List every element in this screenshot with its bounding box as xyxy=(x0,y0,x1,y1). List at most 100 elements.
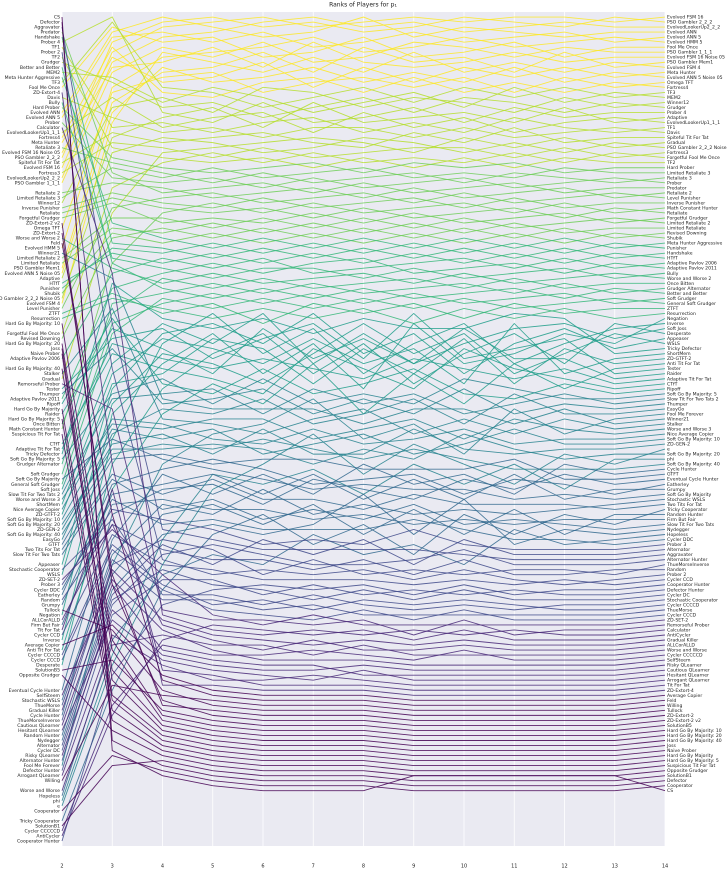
right-player-label: Random Hunter xyxy=(667,512,703,518)
right-player-label: Meta Hunter xyxy=(667,70,696,76)
right-player-label: Random xyxy=(667,567,687,573)
right-player-label: Tester xyxy=(666,366,681,372)
left-player-label: Grudger Alternator xyxy=(17,462,61,468)
left-player-label: Hard Go By Majority: 20 xyxy=(5,341,60,347)
right-player-label: ZD-Extort-2 v2 xyxy=(667,718,701,724)
right-player-label: ZD-GEN-2 xyxy=(667,442,690,448)
left-player-label: Appeaser xyxy=(38,562,60,568)
left-player-label: Calculator xyxy=(37,125,60,131)
left-player-label: Bully xyxy=(49,100,61,106)
left-player-label: SelfSteem xyxy=(37,693,61,699)
player-line xyxy=(61,539,666,746)
player-line xyxy=(61,418,666,510)
left-player-label: Predator xyxy=(40,30,60,36)
player-line xyxy=(61,192,666,309)
player-line xyxy=(61,523,666,651)
right-player-label: PSO Gambler 1_1_1 xyxy=(667,50,712,56)
right-player-label: Feld xyxy=(667,698,676,704)
player-line xyxy=(61,56,666,143)
right-player-label: Tricky Defector xyxy=(666,346,701,352)
x-tick-label: 7 xyxy=(312,864,315,870)
left-player-label: EvolvedLookerUp1_1_1 xyxy=(7,130,60,136)
right-player-label: Cycler CCCCD xyxy=(667,602,700,608)
left-player-label: Random xyxy=(41,597,61,603)
left-player-label: Evolved HMM 5 xyxy=(25,246,60,252)
left-player-label: Soft Go By Majority: 20 xyxy=(7,522,60,528)
left-player-label: General Soft Grudger xyxy=(11,482,60,488)
right-player-label: Cycler CCCD xyxy=(667,612,697,618)
left-player-label: Level Punisher xyxy=(27,306,61,312)
player-line xyxy=(61,107,665,174)
right-player-label: Forgetful Grudger xyxy=(667,215,708,221)
player-line xyxy=(61,31,665,194)
left-player-label: ZD-Extort-4 xyxy=(33,90,60,96)
right-player-label: Raider xyxy=(667,371,682,377)
right-player-label: Willing xyxy=(667,703,682,709)
left-player-label: Prober 3 xyxy=(41,582,60,588)
right-player-label: Prober xyxy=(667,180,682,186)
right-player-label: Hesitant QLearner xyxy=(667,673,709,679)
left-player-label: SolutionB1 xyxy=(35,823,60,829)
left-player-label: Resurrection xyxy=(31,316,60,322)
player-line xyxy=(61,277,665,425)
left-player-label: Revised Downing xyxy=(20,336,60,342)
left-player-label: Fool Me Once xyxy=(29,85,60,91)
left-player-label: Hard Go By Majority: 10 xyxy=(5,321,60,327)
player-line xyxy=(61,388,666,495)
player-line xyxy=(61,458,666,595)
right-player-label: General Soft Grudger xyxy=(667,301,716,307)
right-player-label: ThueMorse xyxy=(666,607,693,613)
player-line xyxy=(61,66,666,274)
left-player-label: Slow Tit For Two Tats 2 xyxy=(8,492,60,498)
right-player-label: Nice Average Copier xyxy=(667,432,714,438)
left-player-label: Cautious QLearner xyxy=(17,723,60,729)
x-tick-label: 5 xyxy=(211,864,214,870)
left-player-label: Joss xyxy=(50,346,61,352)
player-line xyxy=(61,487,666,691)
player-line xyxy=(61,579,666,771)
right-player-label: Desperate xyxy=(667,331,691,337)
player-line xyxy=(61,77,666,249)
left-player-label: Tit For Tat xyxy=(36,627,60,633)
x-tick-label: 14 xyxy=(662,864,668,870)
right-player-label: CS xyxy=(667,788,673,794)
right-player-label: Retaliate 2 xyxy=(667,190,692,196)
right-player-label: Arrogant QLearner xyxy=(667,678,710,684)
left-player-label: Tricky Defector xyxy=(25,452,60,458)
player-line xyxy=(61,257,666,400)
right-player-label: Level Punisher xyxy=(667,195,701,201)
player-line xyxy=(61,348,666,445)
left-player-label: Worse and Worse 3 xyxy=(16,497,60,503)
right-player-label: Shubik xyxy=(667,236,683,242)
right-player-label: CTfT xyxy=(667,381,678,387)
left-player-label: Willing xyxy=(45,778,60,784)
right-player-label: Defector xyxy=(667,778,687,784)
player-line xyxy=(61,428,666,530)
left-player-label: Fool Me Forever xyxy=(24,763,61,769)
player-line xyxy=(61,227,666,339)
left-player-label: Fortress4 xyxy=(39,135,60,141)
player-line xyxy=(61,327,666,415)
player-line xyxy=(61,222,665,264)
right-player-label: Cycler DC xyxy=(667,592,690,598)
player-line xyxy=(61,16,666,158)
left-player-label: Soft Go By Majority: 10 xyxy=(7,517,60,523)
x-tick-label: 3 xyxy=(111,864,114,870)
player-line xyxy=(61,453,666,545)
player-line xyxy=(61,493,666,741)
right-player-label: Thumper xyxy=(666,401,688,407)
player-line xyxy=(61,46,666,269)
right-player-label: Risky QLearner xyxy=(667,663,702,669)
right-player-label: Fortress3 xyxy=(667,150,688,156)
right-player-label: Winner12 xyxy=(667,100,689,106)
left-player-label: Cycler DDC xyxy=(34,587,60,593)
left-player-label: Meta Hunter xyxy=(31,140,60,146)
right-player-label: Inverse Punisher xyxy=(667,200,705,206)
player-line xyxy=(61,307,666,435)
player-line xyxy=(61,292,666,475)
player-line xyxy=(61,378,666,460)
left-player-label: Better and Better xyxy=(20,65,60,71)
player-line xyxy=(61,317,666,405)
right-player-label: Forgetful Fool Me Once xyxy=(667,155,720,161)
